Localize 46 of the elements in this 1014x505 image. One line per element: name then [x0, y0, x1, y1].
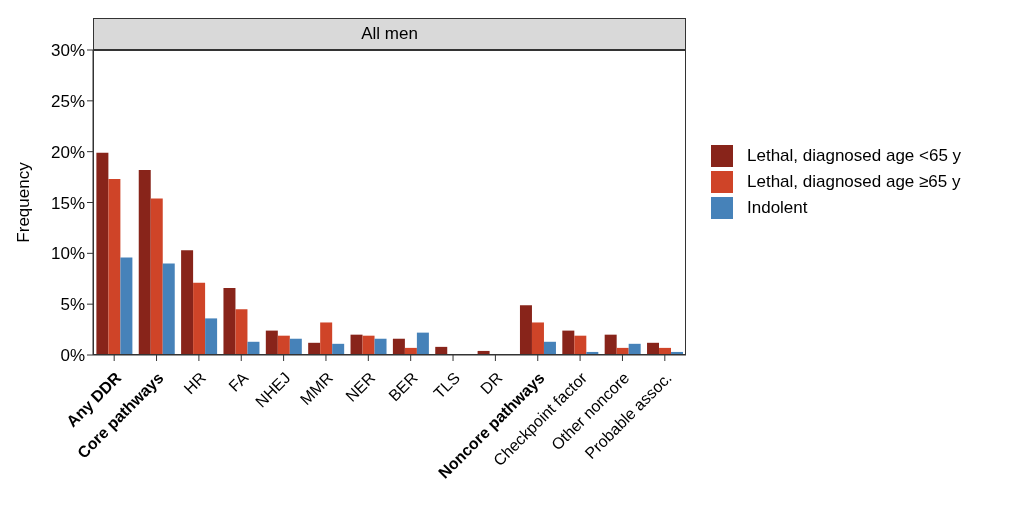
bar: [562, 330, 575, 355]
bar: [138, 169, 151, 355]
bar: [150, 198, 163, 355]
bar: [247, 341, 260, 355]
bar: [277, 335, 290, 355]
bar: [392, 338, 405, 355]
bar: [543, 341, 556, 355]
bar: [374, 338, 387, 355]
legend-label: Indolent: [747, 197, 808, 218]
x-tick-label: HR: [180, 369, 209, 398]
bar: [308, 342, 321, 355]
bar: [362, 335, 375, 355]
y-tick-label: 10%: [50, 244, 85, 264]
bar: [574, 335, 587, 355]
chart-title: All men: [93, 18, 686, 50]
bar: [628, 343, 641, 355]
bar: [96, 152, 109, 355]
bar: [205, 318, 218, 355]
bar: [162, 263, 175, 355]
bar: [416, 332, 429, 355]
bar: [647, 342, 660, 355]
y-tick-label: 5%: [60, 295, 85, 315]
legend-label: Lethal, diagnosed age ≥65 y: [747, 171, 961, 192]
bar: [289, 338, 302, 355]
bar: [531, 322, 544, 355]
x-tick-label: TLS: [430, 369, 464, 402]
bar: [120, 257, 133, 355]
bar: [332, 343, 345, 355]
bar: [519, 305, 532, 355]
y-tick-label: 30%: [50, 41, 85, 61]
bar: [193, 282, 206, 355]
y-tick-label: 20%: [50, 142, 85, 162]
bar: [181, 250, 194, 355]
bar: [320, 322, 333, 355]
bar: [265, 330, 278, 355]
x-tick-label: FA: [225, 368, 252, 395]
y-tick-label: 0%: [60, 346, 85, 366]
bar: [350, 334, 363, 355]
bar: [235, 309, 248, 355]
y-tick-label: 25%: [50, 91, 85, 111]
y-tick-label: 15%: [50, 193, 85, 213]
bar: [223, 287, 236, 355]
bar: [604, 334, 617, 355]
legend-label: Lethal, diagnosed age <65 y: [747, 145, 962, 166]
bar: [108, 179, 121, 355]
y-axis-title: Frequency: [14, 161, 34, 243]
